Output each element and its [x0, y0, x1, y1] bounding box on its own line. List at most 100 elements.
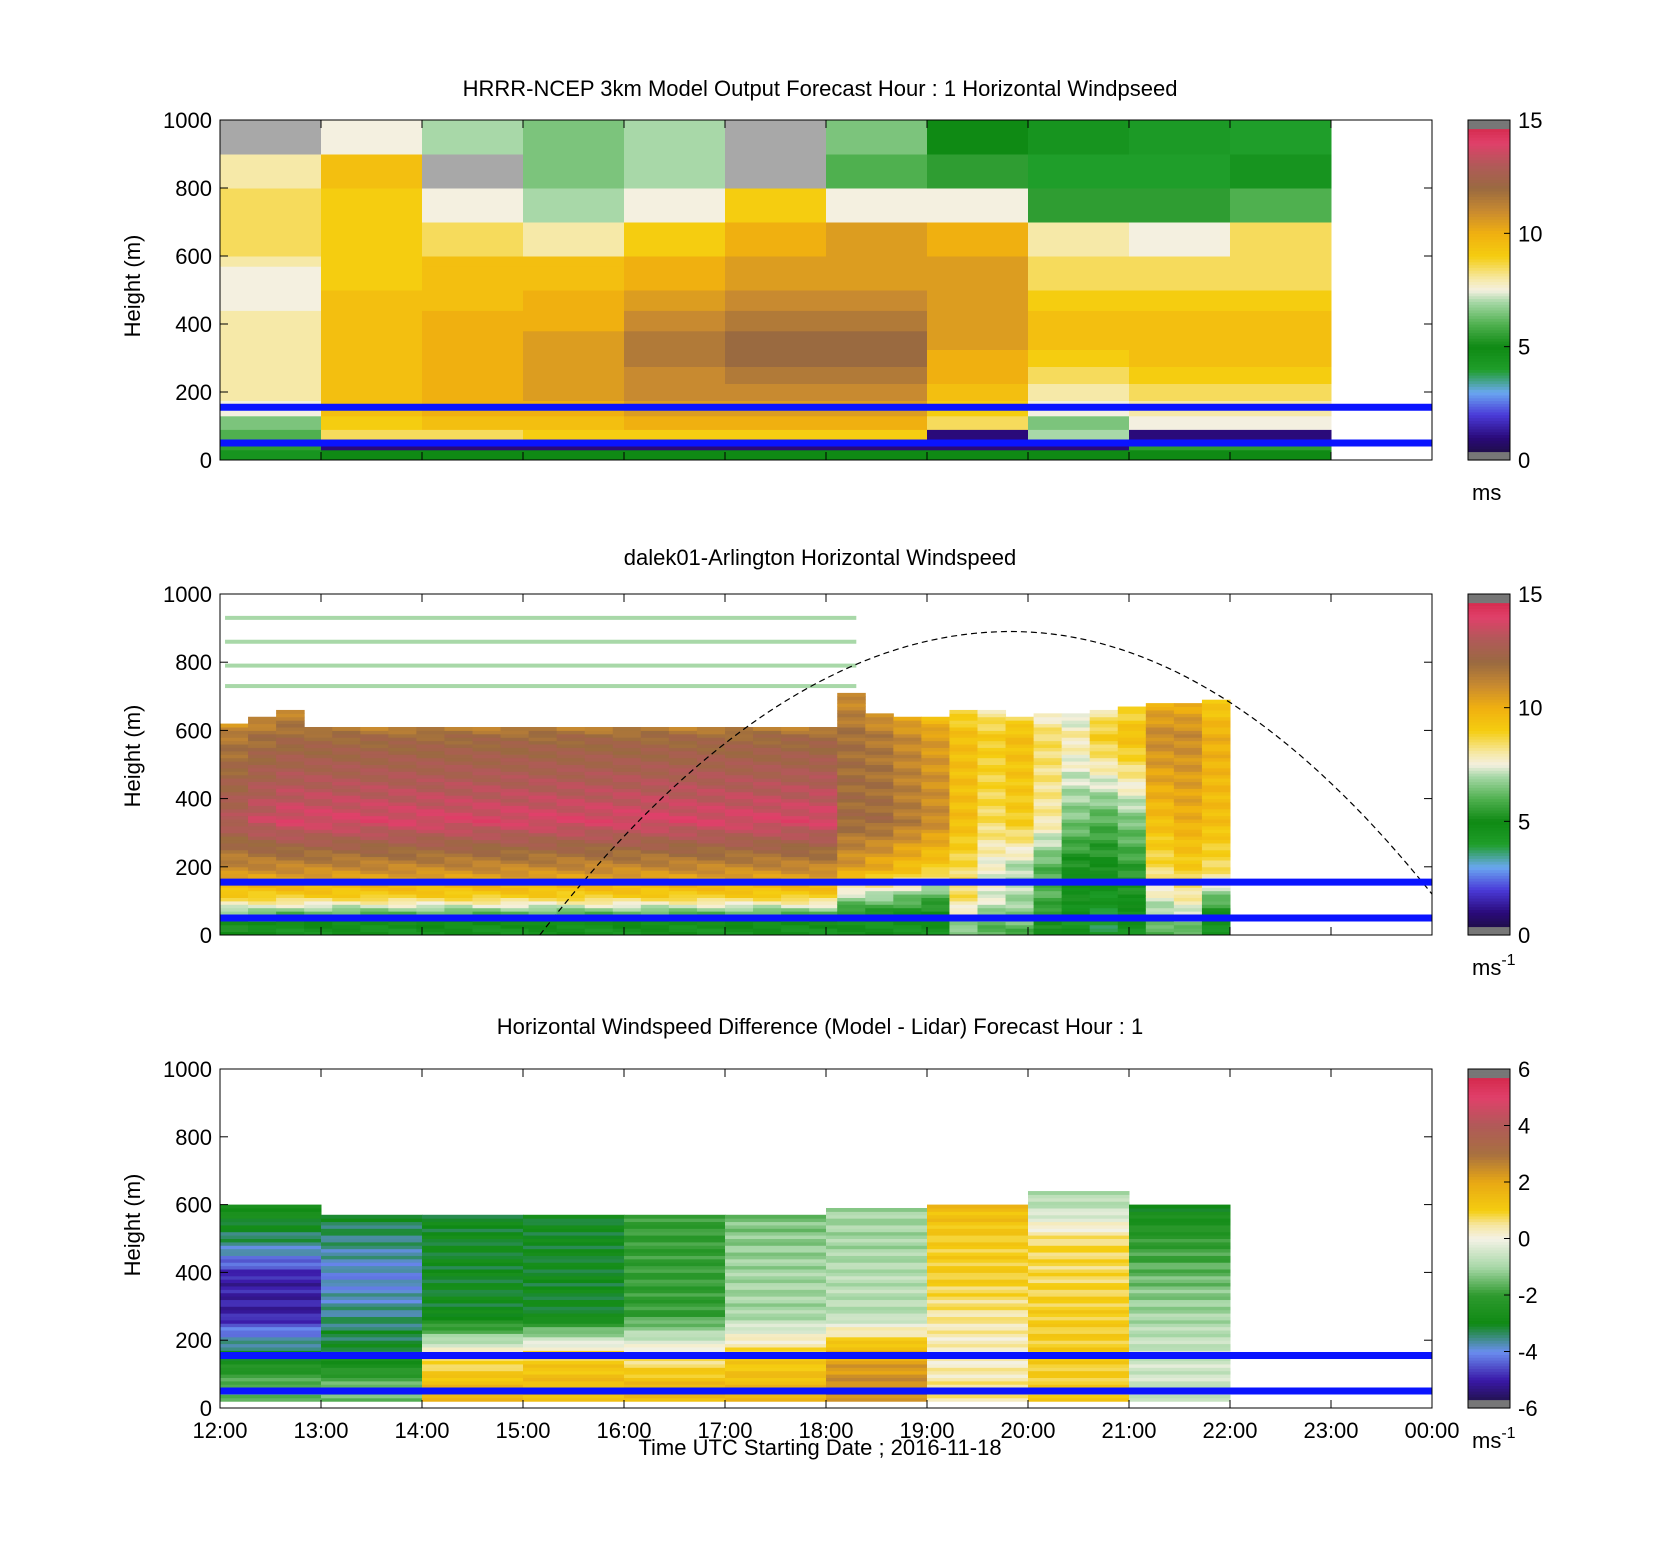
profile-cell	[304, 815, 333, 820]
colorbar-segment	[1468, 747, 1510, 751]
profile-cell	[1145, 911, 1175, 916]
difference-cell	[1028, 1194, 1130, 1199]
profile-cell	[248, 771, 277, 776]
profile-cell	[528, 802, 558, 806]
profile-cell	[893, 744, 922, 748]
colorbar-segment	[1468, 1133, 1510, 1138]
profile-cell	[865, 839, 894, 844]
profile-cell	[500, 808, 530, 813]
difference-cell	[927, 1228, 1029, 1233]
profile-cell	[1173, 730, 1203, 735]
colorbar-segment	[1468, 1343, 1510, 1347]
profile-cell	[388, 819, 417, 823]
profile-cell	[248, 836, 277, 841]
profile-cell	[1117, 863, 1147, 868]
profile-cell	[893, 788, 922, 793]
profile-cell	[725, 836, 754, 841]
profile-cell	[472, 784, 502, 789]
difference-cell	[422, 1299, 524, 1304]
difference-cell	[1129, 1333, 1231, 1338]
profile-cell	[276, 764, 305, 769]
colorbar-segment	[1468, 241, 1510, 246]
profile-cell	[1089, 928, 1119, 933]
colorbar-segment	[1468, 222, 1510, 226]
profile-cell	[220, 911, 249, 916]
profile-cell	[1117, 928, 1147, 933]
profile-cell	[556, 928, 586, 933]
colorbar-unit: ms-1	[1472, 1425, 1516, 1453]
profile-cell	[1061, 720, 1091, 725]
heatmap-cell	[826, 120, 928, 155]
profile-cell	[248, 904, 277, 909]
profile-cell	[949, 740, 978, 745]
profile-cell	[893, 894, 922, 898]
colorbar-segment	[1468, 1300, 1510, 1305]
difference-cell	[826, 1231, 928, 1236]
profile-cell	[332, 931, 361, 936]
profile-cell	[220, 747, 249, 752]
profile-cell	[1173, 713, 1203, 718]
profile-cell	[837, 750, 866, 755]
difference-cell	[220, 1326, 322, 1331]
difference-cell	[826, 1258, 928, 1263]
heatmap-cell	[422, 429, 524, 441]
profile-cell	[1117, 856, 1147, 861]
profile-cell	[528, 829, 558, 834]
difference-cell	[725, 1224, 827, 1229]
profile-cell	[753, 887, 782, 892]
difference-cell	[624, 1336, 726, 1341]
colorbar-segment	[1468, 383, 1510, 387]
profile-cell	[332, 798, 361, 803]
profile-cell	[1201, 863, 1231, 868]
difference-cell	[220, 1262, 322, 1267]
profile-cell	[977, 846, 1007, 851]
profile-cell	[416, 846, 445, 851]
profile-cell	[753, 730, 782, 735]
profile-cell	[1005, 921, 1035, 926]
difference-cell	[220, 1235, 322, 1239]
profile-cell	[220, 900, 249, 905]
profile-cell	[444, 791, 473, 796]
heatmap-cell	[624, 415, 726, 430]
difference-cell	[1028, 1221, 1130, 1226]
heatmap-cell	[927, 383, 1029, 401]
profile-cell	[949, 866, 978, 871]
profile-cell	[1005, 890, 1035, 895]
difference-cell	[422, 1333, 524, 1338]
profile-cell	[753, 870, 782, 875]
profile-cell	[220, 907, 249, 912]
profile-cell	[276, 730, 305, 735]
profile-cell	[304, 788, 333, 793]
profile-cell	[865, 887, 894, 892]
profile-cell	[977, 767, 1007, 772]
profile-cell	[893, 870, 922, 875]
difference-cell	[321, 1248, 423, 1253]
profile-cell	[949, 931, 978, 936]
profile-cell	[1089, 726, 1119, 731]
profile-cell	[668, 744, 698, 748]
profile-cell	[893, 897, 922, 902]
difference-cell	[220, 1245, 322, 1250]
colorbar-segment	[1468, 386, 1510, 390]
difference-cell	[826, 1248, 928, 1253]
profile-cell	[472, 757, 502, 762]
profile-cell	[444, 805, 473, 810]
difference-cell	[927, 1309, 1029, 1314]
profile-cell	[640, 781, 670, 786]
profile-cell	[640, 733, 670, 738]
colorbar-segment	[1468, 151, 1510, 155]
difference-cell	[826, 1235, 928, 1239]
profile-cell	[865, 750, 894, 755]
profile-cell	[921, 846, 950, 851]
profile-cell	[248, 931, 277, 936]
profile-cell	[809, 808, 838, 813]
profile-cell	[1089, 890, 1119, 895]
colorbar-tick-label: 4	[1518, 1114, 1530, 1139]
heatmap-cell	[624, 366, 726, 384]
profile-cell	[753, 805, 782, 810]
profile-cell	[500, 754, 530, 759]
profile-cell	[893, 764, 922, 769]
difference-cell	[1028, 1394, 1130, 1399]
profile-cell	[304, 924, 333, 929]
profile-cell	[837, 819, 866, 823]
